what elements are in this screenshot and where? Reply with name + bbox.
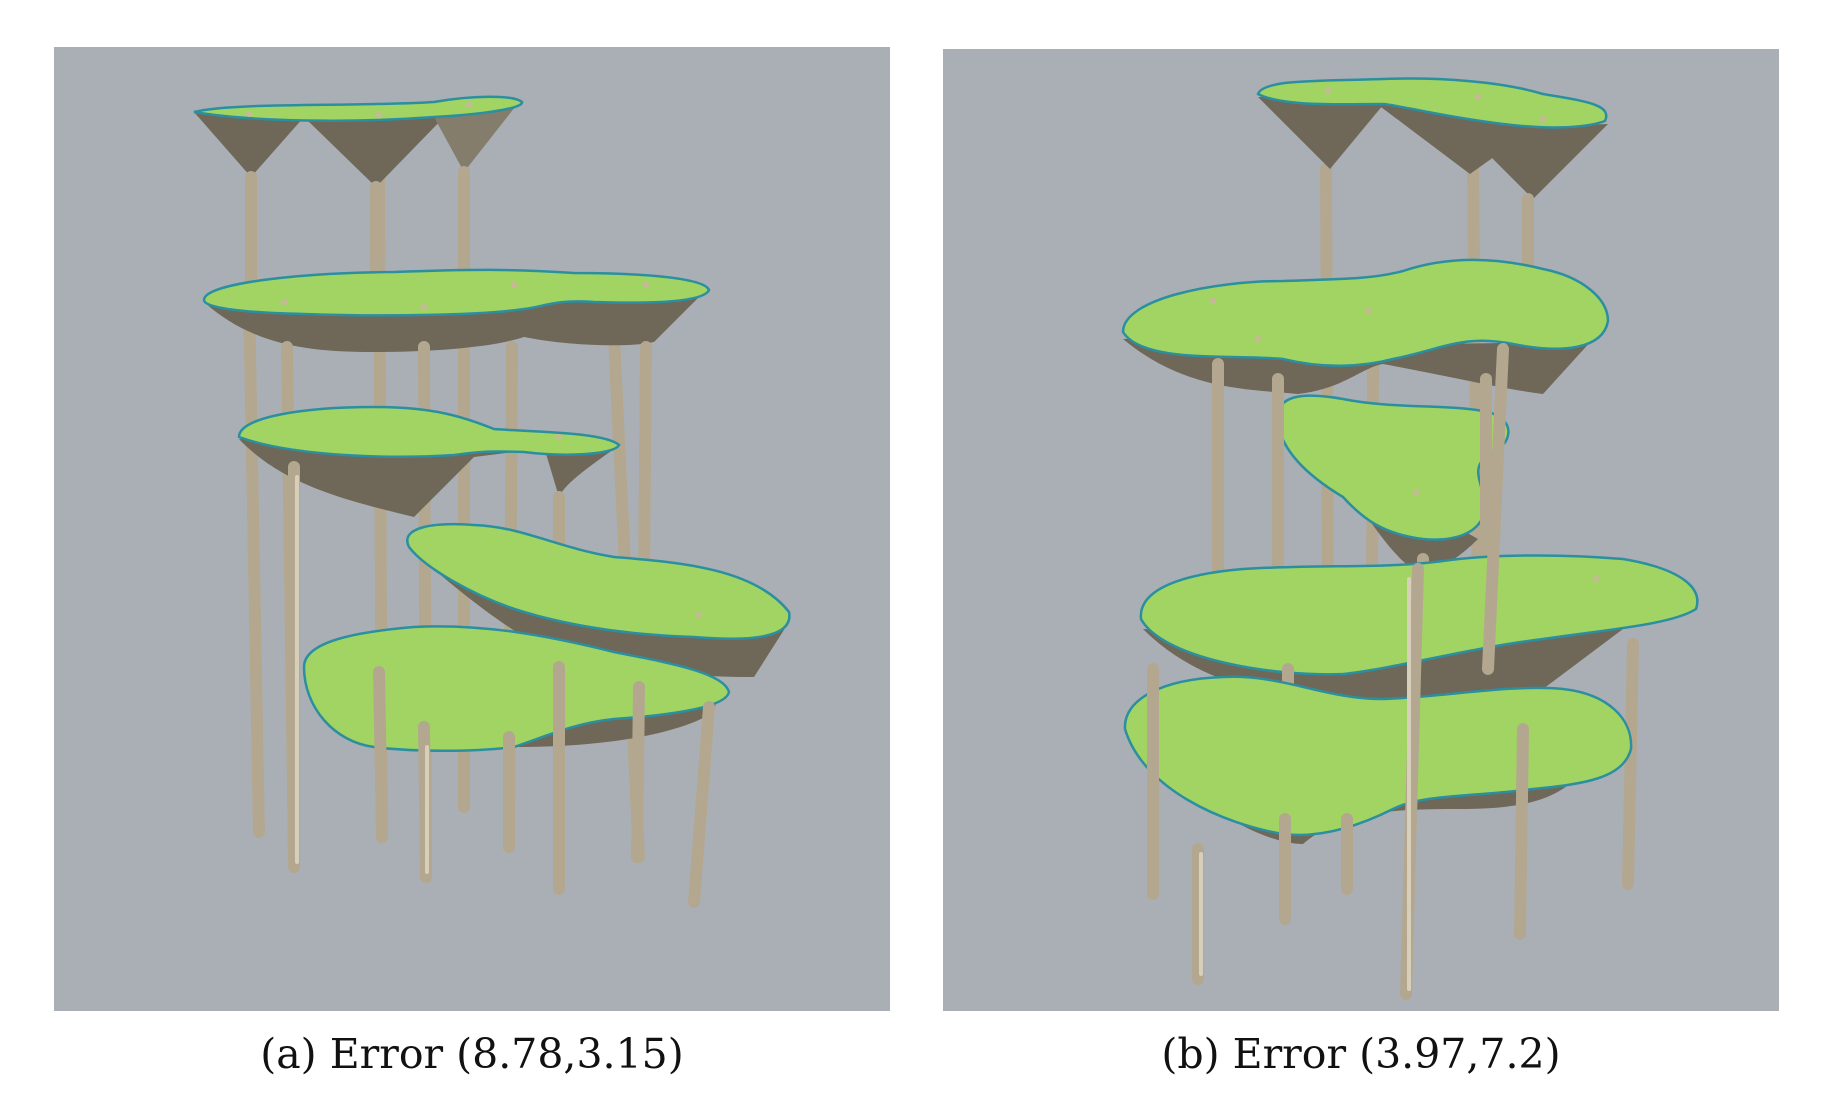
columns-front — [1147, 343, 1529, 1000]
structure-render-a — [54, 47, 890, 1011]
slab-level-1 — [1256, 77, 1608, 320]
slab-level-4 — [406, 522, 791, 677]
slab-level-1 — [193, 95, 524, 303]
viewport-background — [943, 49, 1779, 1011]
slab-level-5 — [302, 625, 731, 752]
caption-panel-a: (a) Error (8.78,3.15) — [260, 1030, 684, 1078]
slab-level-5 — [1123, 675, 1633, 844]
structure-render-b — [943, 49, 1779, 1011]
render-panel-b — [943, 49, 1779, 1011]
slab-level-2 — [202, 268, 711, 352]
slab-level-3 — [1276, 394, 1510, 574]
columns-front — [288, 461, 715, 908]
slab-level-2 — [1121, 258, 1610, 394]
render-panel-a — [54, 47, 890, 1011]
caption-panel-b: (b) Error (3.97,7.2) — [1161, 1030, 1561, 1078]
